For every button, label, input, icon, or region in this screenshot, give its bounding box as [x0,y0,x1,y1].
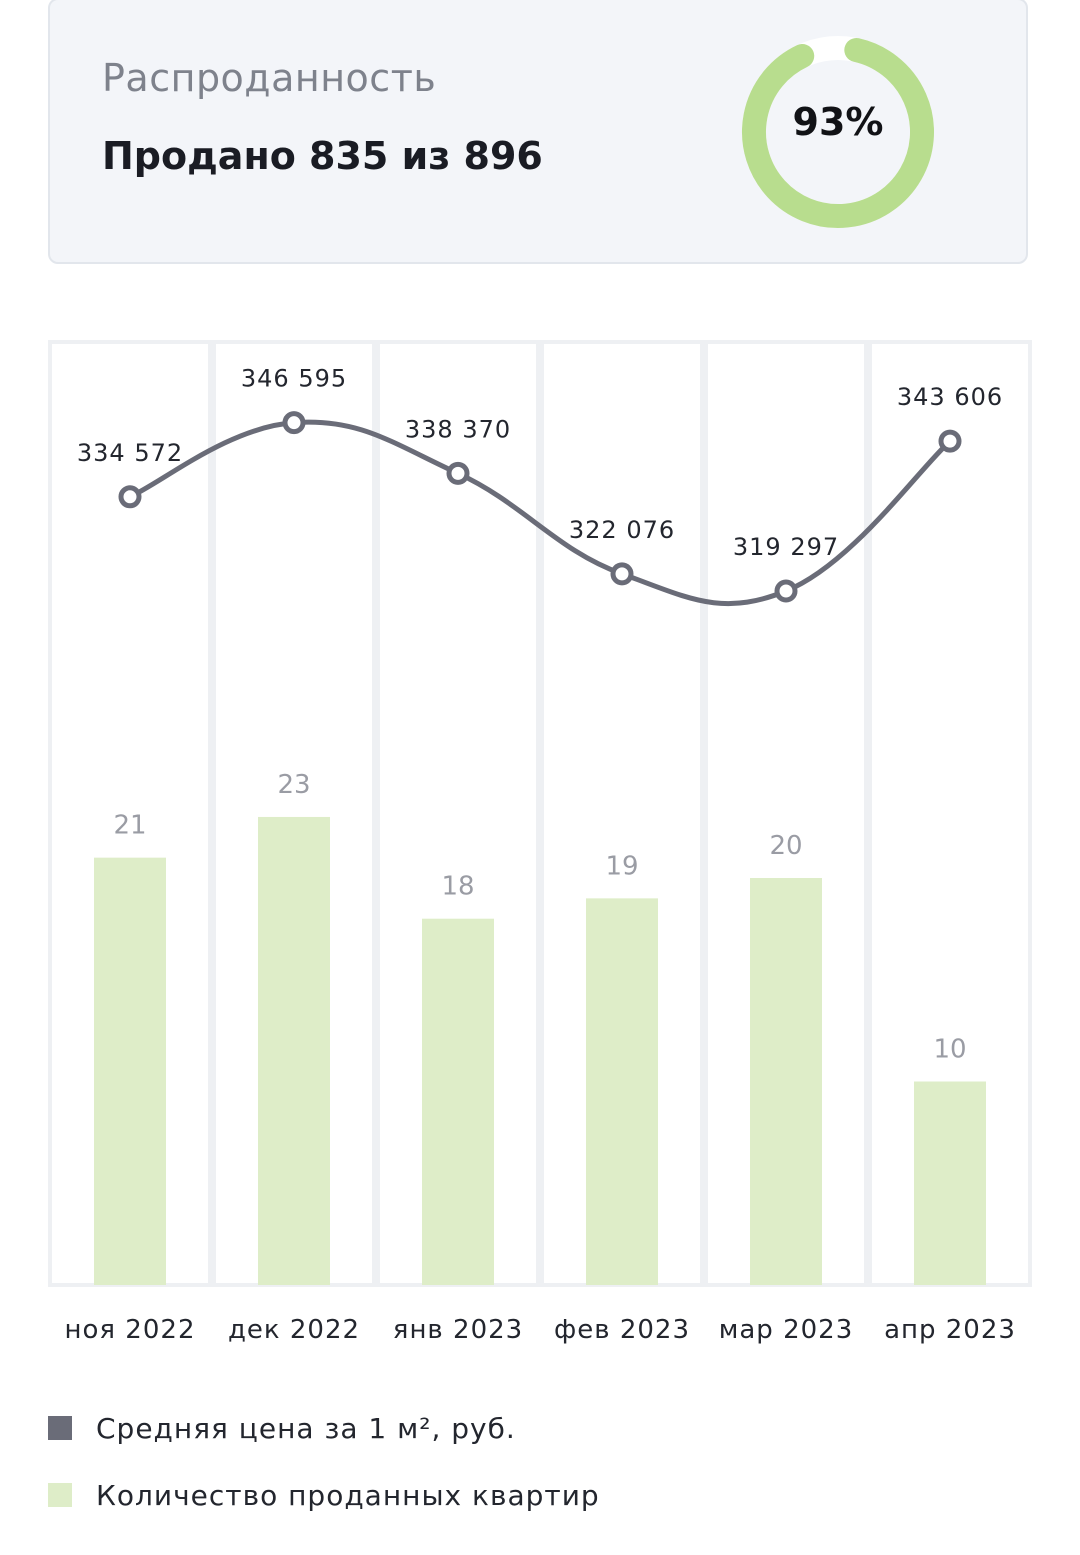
bar [422,918,494,1285]
x-tick-label: фев 2023 [554,1315,690,1345]
card-title: Распроданность [102,56,437,100]
bar-value-label: 10 [933,1035,966,1065]
price-point [610,562,634,586]
bar [94,857,166,1285]
price-point [938,429,962,453]
x-tick-label: дек 2022 [228,1315,360,1345]
sales-chart: 21 23 18 19 20 10 334 572 346 595 338 370 322 076… [48,340,1032,1345]
price-point [282,411,306,435]
x-tick-label: ноя 2022 [65,1315,196,1345]
x-tick-label: апр 2023 [884,1315,1016,1345]
bar-value-label: 21 [113,811,146,841]
bar-value-label: 23 [277,770,310,800]
sold-percent-donut [742,36,934,228]
bar-value-label: 19 [605,851,638,881]
legend-swatch-count [48,1483,72,1507]
legend-label-count: Количество проданных квартир [96,1479,600,1512]
x-tick-label: янв 2023 [393,1315,523,1345]
legend-swatch-price [48,1416,72,1440]
sold-percent-label: 93% [792,100,884,144]
bar-value-label: 18 [441,872,474,902]
price-value-label: 343 606 [897,383,1003,411]
bar-value-label: 20 [769,831,802,861]
price-point [774,579,798,603]
bar [586,898,658,1285]
donut-arc [742,38,934,228]
sold-count-text: Продано 835 из 896 [102,134,543,178]
legend-label-price: Средняя цена за 1 м², руб. [96,1412,516,1445]
bar [258,816,330,1285]
bar [914,1081,986,1285]
price-value-label: 319 297 [733,533,839,561]
price-value-label: 338 370 [405,415,511,443]
price-point [118,485,142,509]
price-line [128,419,952,607]
price-value-label: 334 572 [77,439,183,467]
price-point [446,461,470,485]
bar [750,878,822,1285]
price-value-label: 346 595 [241,365,347,393]
price-value-label: 322 076 [569,516,675,544]
x-tick-label: мар 2023 [719,1315,853,1345]
